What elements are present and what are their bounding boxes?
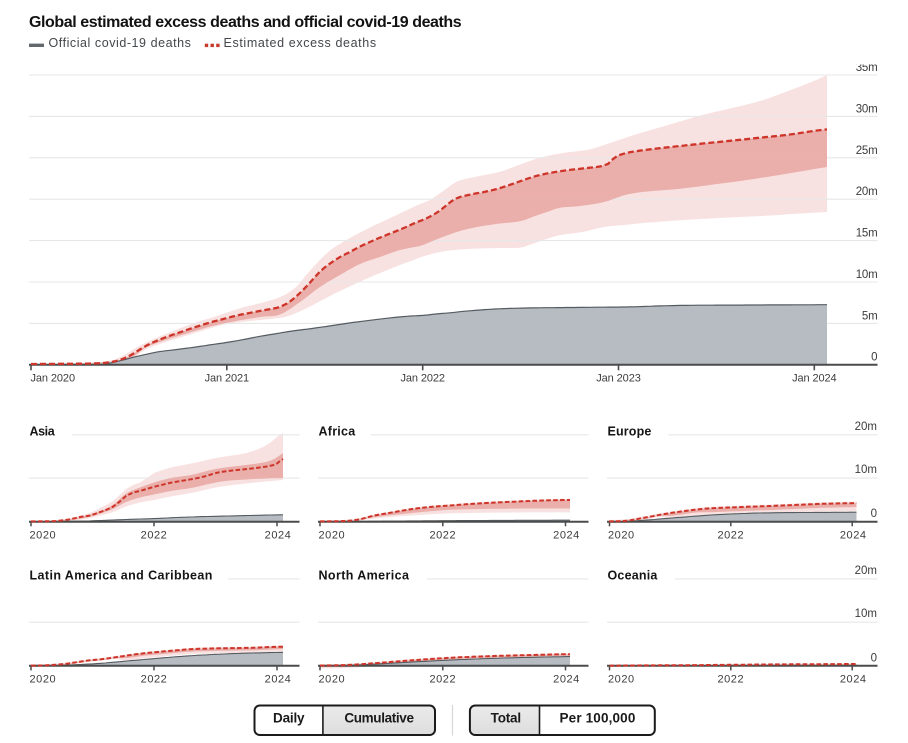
svg-text:Latin America and Caribbean: Latin America and Caribbean: [30, 569, 213, 583]
svg-text:10m: 10m: [855, 608, 877, 620]
svg-text:2022: 2022: [141, 530, 168, 542]
svg-text:Per 100,000: Per 100,000: [560, 710, 636, 725]
svg-text:Official covid-19 deaths: Official covid-19 deaths: [49, 36, 192, 50]
svg-text:2024: 2024: [553, 674, 580, 686]
svg-text:2022: 2022: [717, 530, 744, 542]
svg-text:Jan 2024: Jan 2024: [792, 372, 836, 384]
svg-text:Cumulative: Cumulative: [344, 710, 414, 725]
svg-text:North America: North America: [319, 569, 411, 583]
svg-text:2020: 2020: [608, 530, 635, 542]
svg-text:0: 0: [871, 352, 877, 364]
svg-text:25m: 25m: [856, 145, 878, 157]
svg-text:2020: 2020: [319, 530, 346, 542]
svg-text:Jan 2020: Jan 2020: [31, 372, 75, 384]
svg-text:Estimated excess deaths: Estimated excess deaths: [224, 36, 377, 50]
svg-text:2024: 2024: [265, 674, 292, 686]
svg-text:5m: 5m: [862, 310, 878, 322]
svg-text:10m: 10m: [855, 464, 877, 476]
svg-text:2022: 2022: [429, 530, 456, 542]
svg-text:Jan 2022: Jan 2022: [400, 372, 444, 384]
svg-text:15m: 15m: [856, 228, 878, 240]
svg-text:30m: 30m: [856, 103, 878, 115]
svg-text:Oceania: Oceania: [608, 569, 659, 583]
svg-text:Asia: Asia: [30, 425, 56, 439]
svg-text:2020: 2020: [30, 674, 57, 686]
svg-text:Global estimated excess deaths: Global estimated excess deaths and offic…: [29, 14, 462, 31]
svg-text:Europe: Europe: [608, 425, 652, 439]
svg-text:20m: 20m: [855, 421, 877, 433]
svg-text:0: 0: [871, 508, 877, 520]
svg-text:35m: 35m: [856, 62, 878, 74]
svg-text:10m: 10m: [856, 269, 878, 281]
svg-text:Daily: Daily: [273, 710, 305, 725]
svg-text:2022: 2022: [429, 674, 456, 686]
svg-text:0: 0: [871, 652, 877, 664]
svg-text:Africa: Africa: [319, 425, 357, 439]
svg-text:Total: Total: [491, 710, 521, 725]
svg-text:2022: 2022: [717, 674, 744, 686]
svg-text:2020: 2020: [30, 530, 57, 542]
svg-text:Jan 2023: Jan 2023: [596, 372, 640, 384]
svg-text:2024: 2024: [840, 674, 867, 686]
svg-text:2020: 2020: [319, 674, 346, 686]
svg-text:2024: 2024: [553, 530, 580, 542]
svg-text:Jan 2021: Jan 2021: [205, 372, 249, 384]
svg-text:2024: 2024: [265, 530, 292, 542]
svg-text:20m: 20m: [855, 565, 877, 577]
svg-text:2024: 2024: [840, 530, 867, 542]
svg-text:2020: 2020: [608, 674, 635, 686]
svg-text:20m: 20m: [856, 186, 878, 198]
svg-text:2022: 2022: [141, 674, 168, 686]
